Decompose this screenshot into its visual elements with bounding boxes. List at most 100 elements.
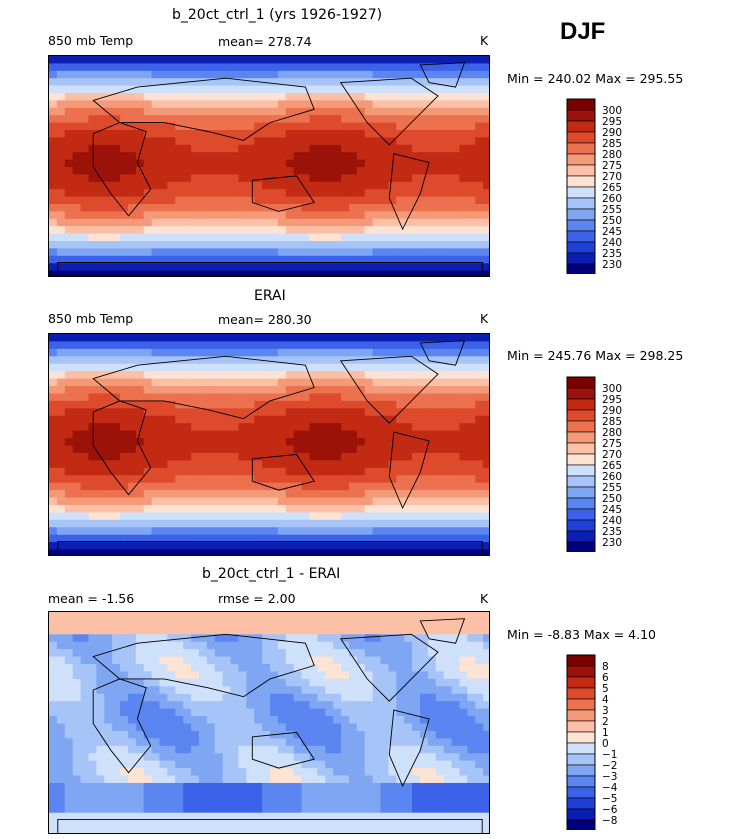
coastline [419,62,466,88]
coastline [339,355,439,424]
colorbar-tick-label: 290 [602,127,622,139]
coastline [419,340,466,366]
colorbar-tick-label: 245 [602,226,622,238]
colorbar-tick-label: 4 [602,694,609,706]
colorbar-swatch [566,808,596,821]
colorbar-swatch [566,230,596,243]
colorbar-tick-label: 265 [602,460,622,472]
colorbar-swatch [566,420,596,433]
colorbar-swatch [566,475,596,488]
colorbar-tick-label: 245 [602,504,622,516]
colorbar-tick-label: 295 [602,394,622,406]
coastline [388,431,430,509]
colorbar-tick-label: 235 [602,526,622,538]
panel-3-minmax: Min = -8.83 Max = 4.10 [507,627,657,642]
colorbar-swatch [566,241,596,254]
colorbar-swatch [566,786,596,799]
colorbar-swatch [566,720,596,733]
colorbar-tick-label: 260 [602,471,622,483]
panel-1-units-label: K [480,33,489,48]
coastline [388,709,430,787]
panel-1-colorbar: 300 295 290 285 280 275 270 265 260 255 250 245 240 2… [566,98,636,274]
colorbar-tick-label: 275 [602,160,622,172]
colorbar-swatch [566,819,596,830]
colorbar-swatch [566,398,596,411]
colorbar-tick-label: 265 [602,182,622,194]
panel-3-map-svg [49,612,489,833]
panel-2-mean-label: mean= 280.30 [218,312,312,327]
colorbar-swatch [566,153,596,166]
panel-3-mean-label: mean = -1.56 [48,591,135,606]
colorbar-swatch [566,797,596,810]
coastline [57,262,483,276]
panel-1-variable-label: 850 mb Temp [48,33,134,48]
colorbar-tick-label: −5 [602,793,617,805]
colorbar-swatch [566,453,596,466]
colorbar-swatch [566,164,596,177]
map-field [49,56,489,276]
coastline [251,175,315,212]
colorbar-tick-label: 270 [602,171,622,183]
panel-1-mean-label: mean= 278.74 [218,34,312,49]
coastline [92,77,315,141]
colorbar-tick-label: 270 [602,449,622,461]
coastline [388,153,430,231]
panel-3-units-label: K [480,591,489,606]
season-label: DJF [560,18,606,45]
coastline [92,355,315,420]
colorbar-tick-label: 5 [602,683,609,695]
colorbar-tick-label: −2 [602,760,617,772]
colorbar-swatch [566,665,596,678]
panel-2-units-label: K [480,311,489,326]
coastline [92,122,152,217]
colorbar-swatch [566,208,596,221]
colorbar-swatch [566,519,596,532]
colorbar-swatch [566,120,596,133]
colorbar-tick-label: 235 [602,248,622,260]
colorbar-swatch [566,431,596,444]
panel-1-map-svg [49,56,489,276]
colorbar-swatch [566,775,596,788]
panel-3-title: b_20ct_ctrl_1 - ERAI [202,566,341,582]
colorbar-swatch [566,219,596,232]
coastline [251,731,315,769]
panel-2-map [48,333,490,556]
colorbar-swatch [566,387,596,400]
colorbar-swatch [566,142,596,155]
colorbar-tick-label: 255 [602,482,622,494]
colorbar-tick-label: 230 [602,259,622,271]
colorbar-swatch [566,109,596,122]
map-field [49,334,489,555]
colorbar-tick-label: −6 [602,804,618,816]
colorbar-swatch [566,753,596,766]
colorbar-swatch [566,508,596,521]
panel-3-colorbar: 8 6 5 4 3 2 1 0 −1 −2 −3 −4 −5 −6 −8 [566,654,636,830]
colorbar-swatch [566,131,596,144]
colorbar-tick-label: 0 [602,738,609,750]
coastline [57,540,483,555]
panel-2-variable-label: 850 mb Temp [48,311,134,326]
colorbar-swatch [566,263,596,274]
colorbar-swatch [566,442,596,455]
colorbar-swatch [566,175,596,188]
panel-2-map-svg [49,334,489,555]
panel-2-title: ERAI [254,288,286,304]
colorbar-tick-label: 300 [602,383,622,395]
colorbar-tick-label: 250 [602,215,622,227]
coastline [419,618,466,644]
colorbar-swatch [566,376,596,389]
colorbar-tick-label: 275 [602,438,622,450]
coastline [92,400,152,496]
colorbar-tick-label: 285 [602,416,622,428]
colorbar-tick-label: 240 [602,515,622,527]
colorbar-swatch [566,464,596,477]
colorbar-swatch [566,497,596,510]
coastline [339,633,439,702]
colorbar-swatch [566,541,596,552]
colorbar-swatch [566,197,596,210]
colorbar-tick-label: −1 [602,749,617,761]
colorbar-tick-label: 8 [602,661,609,673]
coastline [92,678,152,774]
colorbar-swatch [566,709,596,722]
panel-2-colorbar-svg: 3002952902852802752702652602552502452402… [566,376,622,552]
